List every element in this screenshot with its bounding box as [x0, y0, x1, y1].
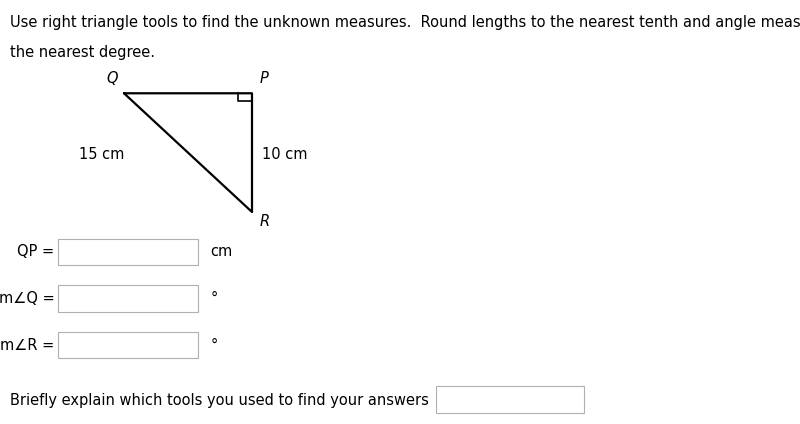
Text: Q: Q	[106, 71, 118, 86]
Text: P: P	[260, 71, 269, 86]
Text: 15 cm: 15 cm	[78, 147, 124, 162]
FancyBboxPatch shape	[58, 239, 198, 265]
Text: 10 cm: 10 cm	[262, 147, 308, 162]
Text: °: °	[210, 338, 218, 353]
Text: m∠Q =: m∠Q =	[0, 291, 54, 306]
FancyBboxPatch shape	[58, 285, 198, 312]
Text: °: °	[210, 291, 218, 306]
Text: R: R	[260, 214, 270, 229]
Text: cm: cm	[210, 244, 233, 259]
Text: the nearest degree.: the nearest degree.	[10, 45, 154, 59]
Text: QP =: QP =	[18, 244, 54, 259]
Text: Briefly explain which tools you used to find your answers: Briefly explain which tools you used to …	[10, 393, 429, 408]
FancyBboxPatch shape	[58, 332, 198, 358]
FancyBboxPatch shape	[436, 386, 584, 413]
Text: Use right triangle tools to find the unknown measures.  Round lengths to the nea: Use right triangle tools to find the unk…	[10, 15, 800, 30]
Text: m∠R =: m∠R =	[0, 338, 54, 353]
